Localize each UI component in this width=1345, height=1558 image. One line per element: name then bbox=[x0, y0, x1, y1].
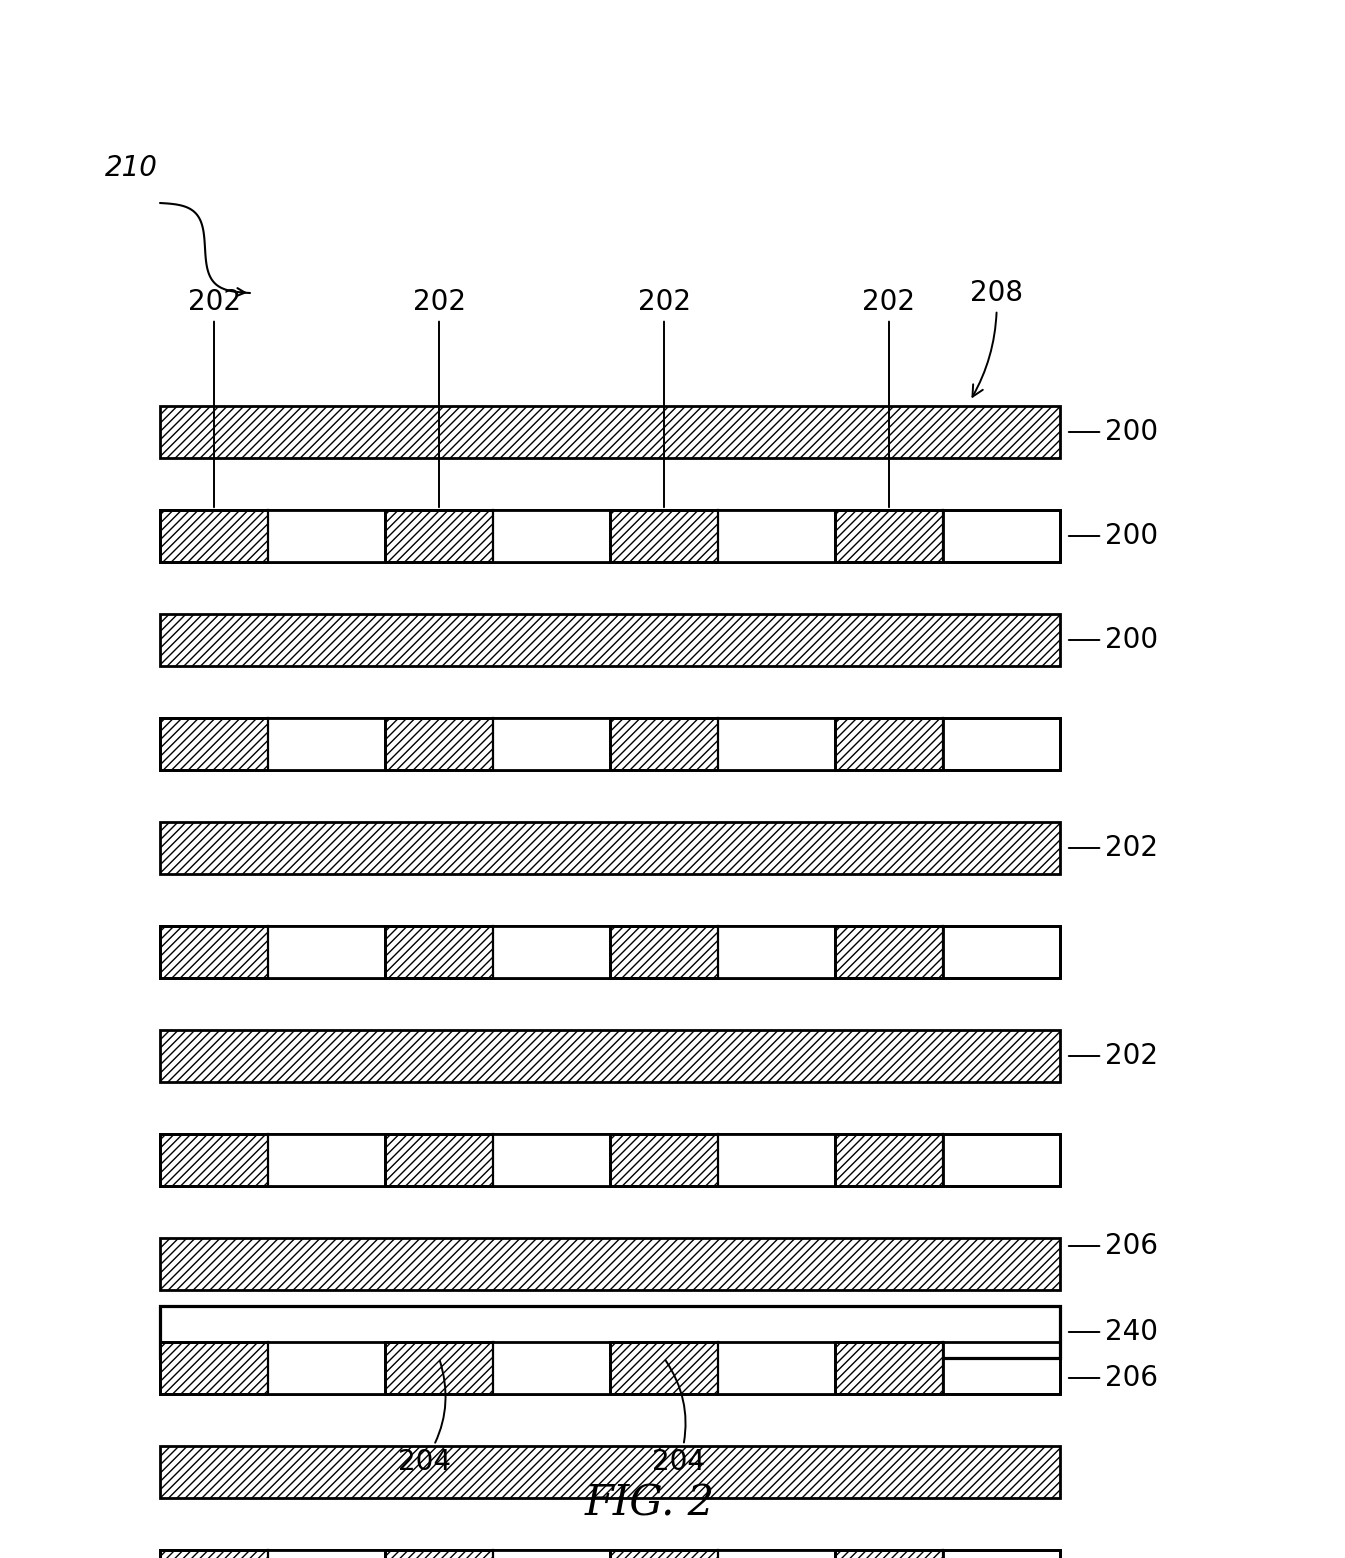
Bar bbox=[494, 925, 611, 978]
Bar bbox=[494, 1550, 611, 1558]
Bar bbox=[835, 718, 943, 770]
Bar bbox=[160, 407, 1060, 458]
Bar bbox=[718, 509, 835, 562]
Bar bbox=[385, 1134, 494, 1186]
Bar bbox=[611, 925, 718, 978]
Text: 200: 200 bbox=[1069, 418, 1158, 446]
Bar bbox=[160, 925, 1060, 978]
Bar bbox=[160, 509, 1060, 562]
Bar bbox=[611, 509, 718, 562]
Text: 200: 200 bbox=[1069, 626, 1158, 654]
Text: 240: 240 bbox=[1069, 1318, 1158, 1346]
Bar bbox=[160, 718, 268, 770]
Bar bbox=[160, 925, 1060, 978]
Bar bbox=[835, 925, 943, 978]
Bar bbox=[611, 1134, 718, 1186]
Bar bbox=[160, 1306, 1060, 1359]
Bar bbox=[268, 1550, 385, 1558]
Text: 204: 204 bbox=[652, 1360, 706, 1475]
Text: 200: 200 bbox=[1069, 522, 1158, 550]
Bar bbox=[160, 509, 1060, 562]
Bar bbox=[268, 509, 385, 562]
Bar bbox=[835, 1341, 943, 1394]
Bar bbox=[160, 1134, 268, 1186]
Bar bbox=[494, 718, 611, 770]
Bar bbox=[385, 1341, 494, 1394]
Text: 208: 208 bbox=[970, 279, 1024, 397]
Bar bbox=[385, 718, 494, 770]
Bar bbox=[611, 718, 718, 770]
Bar bbox=[835, 1134, 943, 1186]
Bar bbox=[494, 509, 611, 562]
Bar bbox=[385, 925, 494, 978]
Bar bbox=[494, 1341, 611, 1394]
Text: 202: 202 bbox=[1069, 834, 1158, 862]
Bar bbox=[160, 1341, 268, 1394]
Bar bbox=[385, 509, 494, 562]
Bar bbox=[160, 718, 1060, 770]
Bar bbox=[160, 614, 1060, 665]
Bar bbox=[160, 509, 268, 562]
Bar bbox=[160, 1341, 1060, 1394]
Bar bbox=[268, 1341, 385, 1394]
Bar bbox=[160, 1550, 268, 1558]
Text: 202: 202 bbox=[413, 288, 465, 508]
Text: FIG. 2: FIG. 2 bbox=[585, 1482, 716, 1524]
Bar bbox=[160, 1446, 1060, 1497]
Bar bbox=[160, 925, 268, 978]
Bar bbox=[611, 1550, 718, 1558]
Text: 202: 202 bbox=[638, 288, 690, 508]
Bar bbox=[160, 1550, 1060, 1558]
Bar bbox=[835, 1550, 943, 1558]
Bar bbox=[160, 1030, 1060, 1081]
Bar bbox=[268, 1134, 385, 1186]
Text: 206: 206 bbox=[1069, 1363, 1158, 1391]
Bar bbox=[268, 925, 385, 978]
Bar bbox=[718, 925, 835, 978]
Text: 206: 206 bbox=[1069, 1232, 1158, 1260]
Bar bbox=[160, 1341, 1060, 1394]
Bar bbox=[718, 718, 835, 770]
Bar bbox=[835, 509, 943, 562]
Bar bbox=[160, 1134, 1060, 1186]
Bar bbox=[160, 1550, 1060, 1558]
Text: 202: 202 bbox=[187, 288, 241, 508]
Bar bbox=[611, 1341, 718, 1394]
Bar bbox=[160, 1239, 1060, 1290]
Text: 204: 204 bbox=[398, 1360, 451, 1475]
Bar bbox=[160, 823, 1060, 874]
Bar bbox=[718, 1550, 835, 1558]
Bar bbox=[718, 1341, 835, 1394]
Text: 202: 202 bbox=[1069, 1042, 1158, 1070]
Text: 202: 202 bbox=[862, 288, 916, 508]
Bar bbox=[385, 1550, 494, 1558]
Bar bbox=[160, 718, 1060, 770]
Text: 210: 210 bbox=[105, 154, 157, 182]
Bar bbox=[718, 1134, 835, 1186]
Bar bbox=[494, 1134, 611, 1186]
Bar bbox=[268, 718, 385, 770]
Bar bbox=[160, 1134, 1060, 1186]
